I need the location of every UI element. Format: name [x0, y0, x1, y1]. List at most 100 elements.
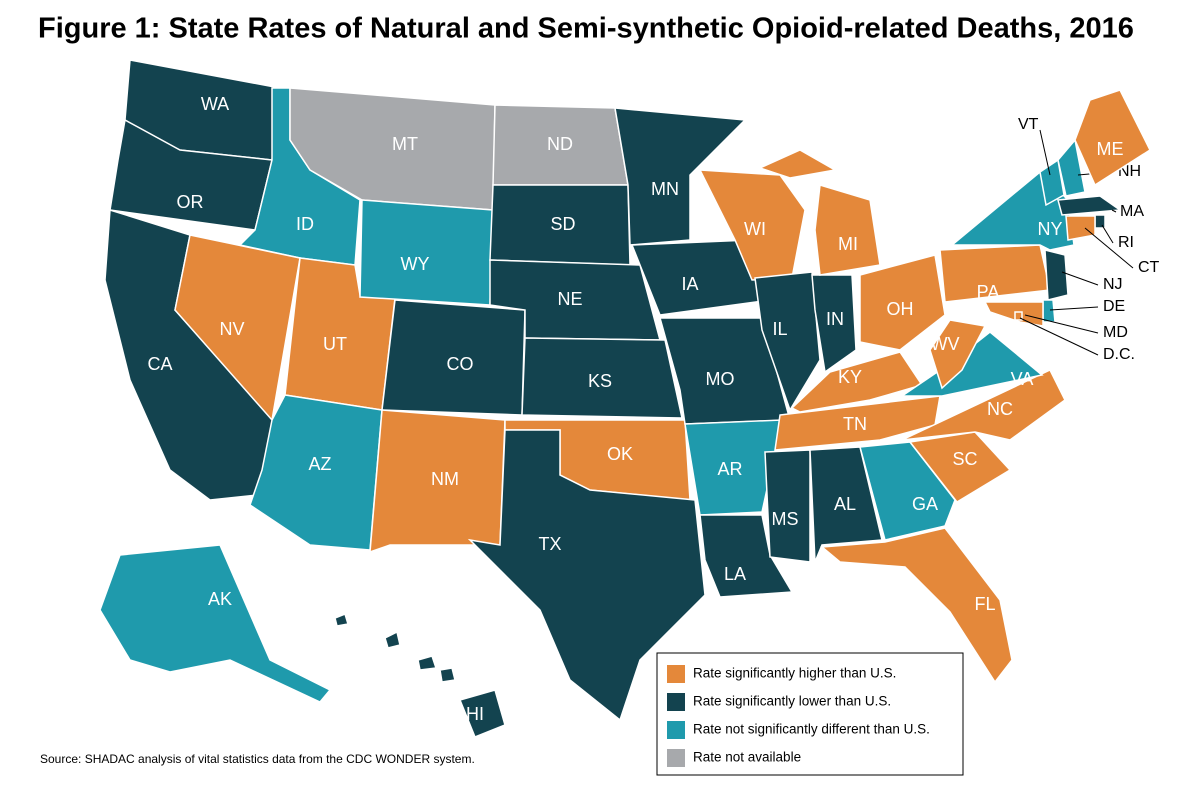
state-label: TN: [843, 414, 867, 434]
state-shape: [1065, 215, 1096, 241]
state-label: IL: [772, 319, 787, 339]
state-label: SD: [550, 214, 575, 234]
state-shape: [820, 527, 1013, 684]
state-label: DE: [1103, 298, 1125, 315]
state-label: MT: [392, 134, 418, 154]
state-label: KS: [588, 371, 612, 391]
state-shape: [908, 431, 1012, 503]
state-shape: [764, 449, 811, 563]
state-shape: [521, 337, 683, 419]
state-label: NJ: [1103, 276, 1123, 293]
state-label: MD: [1103, 324, 1128, 341]
state-label: LA: [724, 564, 746, 584]
legend-swatch: [667, 749, 685, 767]
state-shape: [811, 274, 857, 374]
legend-label: Rate not available: [693, 750, 801, 765]
state-shape: [814, 184, 881, 276]
state-shape: [334, 612, 349, 627]
state-shape: [1074, 89, 1151, 187]
state-label: UT: [323, 334, 347, 354]
state-label: MN: [651, 179, 679, 199]
state-label: ID: [296, 214, 314, 234]
state-label: WI: [744, 219, 766, 239]
state-shape: [809, 446, 883, 563]
state-shape: [417, 655, 438, 671]
state-shape: [859, 441, 956, 541]
state-shape: [359, 199, 494, 306]
legend-label: Rate significantly lower than U.S.: [693, 694, 891, 709]
state-label: WA: [201, 94, 229, 114]
state-shape: [369, 409, 506, 554]
state-label: NE: [557, 289, 582, 309]
state-label: MO: [706, 369, 735, 389]
state-label: IA: [681, 274, 698, 294]
state-shape: [929, 319, 987, 390]
state-label: WY: [401, 254, 430, 274]
leader-line: [1084, 227, 1134, 269]
legend-box: [656, 652, 964, 776]
source-note: Source: SHADAC analysis of vital statist…: [40, 752, 475, 766]
state-label: CA: [147, 354, 172, 374]
state-label: HI: [466, 704, 484, 724]
state-shape: [1094, 214, 1106, 229]
leader-line: [1049, 306, 1099, 311]
state-label: AK: [208, 589, 232, 609]
state-label: VA: [1011, 369, 1034, 389]
state-shape: [384, 630, 401, 649]
state-shape: [901, 369, 1066, 441]
state-label: FL: [974, 594, 995, 614]
state-shape: [439, 667, 456, 683]
state-label: ND: [547, 134, 573, 154]
state-label: MA: [1120, 203, 1144, 220]
state-label: NM: [431, 469, 459, 489]
state-shape: [859, 254, 946, 351]
state-shape: [983, 301, 1044, 327]
state-label: OR: [177, 192, 204, 212]
state-label: RI: [1118, 234, 1134, 251]
state-label: CO: [447, 354, 474, 374]
state-label: AL: [834, 494, 856, 514]
state-shape: [458, 689, 506, 738]
state-shape: [99, 544, 332, 703]
state-shape: [614, 107, 747, 246]
state-label: KY: [838, 367, 862, 387]
state-label: PA: [977, 282, 1000, 302]
state-label: ME: [1097, 139, 1124, 159]
state-label: D.C.: [1103, 346, 1135, 363]
state-shape: [1039, 158, 1065, 207]
leader-line: [1101, 224, 1114, 244]
legend-swatch: [667, 665, 685, 683]
state-shape: [774, 395, 941, 451]
leader-line: [1019, 317, 1099, 356]
state-label: MS: [772, 509, 799, 529]
title: Figure 1: State Rates of Natural and Sem…: [38, 13, 1134, 45]
state-shape: [1042, 299, 1056, 323]
state-shape: [757, 149, 838, 179]
state-label: NV: [219, 319, 244, 339]
state-label: CT: [1138, 259, 1160, 276]
leader-line: [1039, 129, 1051, 176]
state-shape: [1057, 138, 1086, 197]
state-label: IN: [826, 309, 844, 329]
state-shape: [699, 514, 794, 598]
legend-label: Rate significantly higher than U.S.: [693, 666, 896, 681]
state-label: GA: [912, 494, 938, 514]
state-label: MI: [838, 234, 858, 254]
leader-line: [1061, 271, 1099, 286]
state-shape: [684, 419, 783, 516]
state-label: NC: [987, 399, 1013, 419]
state-shape: [1057, 195, 1123, 216]
state-label: AZ: [308, 454, 331, 474]
state-label: WV: [931, 334, 960, 354]
leader-line: [1111, 209, 1117, 213]
state-label: OK: [607, 444, 633, 464]
state-shape: [1044, 249, 1069, 301]
legend-swatch: [667, 721, 685, 739]
state-label: NY: [1037, 219, 1062, 239]
state-label: AR: [717, 459, 742, 479]
leader-line: [1024, 314, 1099, 334]
state-shape: [754, 271, 821, 412]
legend-swatch: [667, 693, 685, 711]
state-label: OH: [887, 299, 914, 319]
